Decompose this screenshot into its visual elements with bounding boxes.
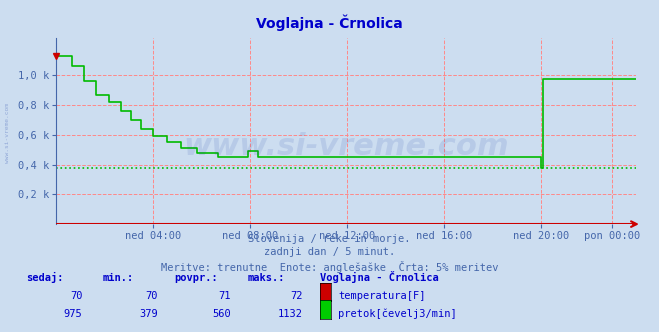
Text: min.:: min.: [102, 273, 133, 283]
Text: Voglajna - Črnolica: Voglajna - Črnolica [320, 271, 438, 283]
Text: 560: 560 [212, 309, 231, 319]
Text: 1132: 1132 [278, 309, 303, 319]
Text: povpr.:: povpr.: [175, 273, 218, 283]
Text: 70: 70 [70, 291, 82, 301]
Text: Meritve: trenutne  Enote: anglešaške  Črta: 5% meritev: Meritve: trenutne Enote: anglešaške Črta… [161, 261, 498, 273]
Text: sedaj:: sedaj: [26, 272, 64, 283]
Text: 70: 70 [146, 291, 158, 301]
Text: zadnji dan / 5 minut.: zadnji dan / 5 minut. [264, 247, 395, 257]
Text: 71: 71 [218, 291, 231, 301]
Text: Slovenija / reke in morje.: Slovenija / reke in morje. [248, 234, 411, 244]
Text: 72: 72 [291, 291, 303, 301]
Text: Voglajna - Črnolica: Voglajna - Črnolica [256, 15, 403, 32]
Text: www.si-vreme.com: www.si-vreme.com [5, 103, 11, 163]
Text: maks.:: maks.: [247, 273, 285, 283]
Text: 975: 975 [64, 309, 82, 319]
Text: 379: 379 [140, 309, 158, 319]
Text: temperatura[F]: temperatura[F] [338, 291, 426, 301]
Text: pretok[čevelj3/min]: pretok[čevelj3/min] [338, 308, 457, 319]
Text: www.si-vreme.com: www.si-vreme.com [183, 131, 509, 160]
